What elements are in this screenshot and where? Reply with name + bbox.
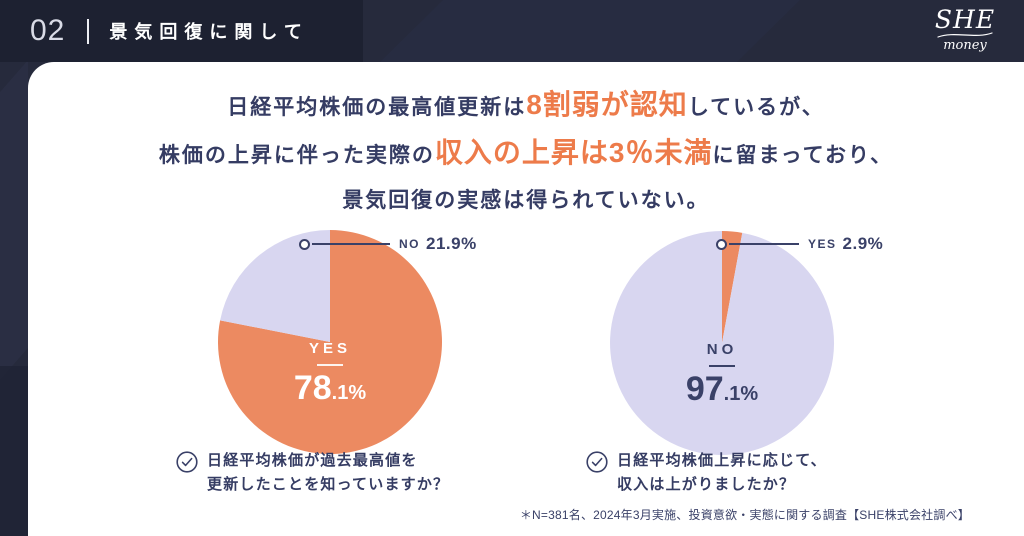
section-title: 景気回復に関して bbox=[109, 22, 309, 42]
headline-text: しているが、 bbox=[687, 96, 825, 119]
background-facet bbox=[380, 0, 800, 62]
pie-chart-awareness: YES 78.1% bbox=[210, 222, 450, 462]
question-text: 日経平均株価が過去最高値を 更新したことを知っていますか？ bbox=[207, 449, 449, 497]
question-line: 収入は上がりましたか？ bbox=[617, 476, 796, 493]
headline-text: に留まっており、 bbox=[712, 144, 894, 167]
headline-text: 株価の上昇に伴った実際の bbox=[158, 144, 435, 167]
headline-line-3: 景気回復の実感は得られていない。 bbox=[28, 178, 1024, 223]
question-line: 日経平均株価上昇に応じて、 bbox=[617, 452, 827, 469]
content-card bbox=[28, 62, 1024, 536]
callout-marker-icon bbox=[299, 238, 310, 250]
callout-label: NO bbox=[399, 237, 420, 251]
logo-script-text: SHE bbox=[934, 5, 996, 34]
pie-center-value: 97.1% bbox=[686, 370, 758, 408]
background-facet bbox=[0, 60, 28, 380]
pie-slice-yes bbox=[722, 231, 743, 343]
background-facet bbox=[0, 366, 28, 536]
logo-sub-text: money bbox=[943, 38, 987, 53]
logo-swash-line bbox=[937, 32, 993, 38]
headline-line-2: 株価の上昇に伴った実際の収入の上昇は3％未満に留まっており、 bbox=[28, 130, 1024, 178]
pie-center-value-rest: .1% bbox=[331, 382, 367, 404]
question-line: 更新したことを知っていますか？ bbox=[207, 476, 450, 493]
pie-center-value-main: 78 bbox=[293, 369, 332, 407]
pie-center-label: YES 78.1% bbox=[210, 340, 450, 410]
section-number: 02 bbox=[30, 14, 66, 47]
callout-yes: YES 2.9% bbox=[716, 234, 884, 253]
headline-emphasis: 8割弱が認知 bbox=[526, 89, 688, 120]
check-circle-icon bbox=[586, 451, 608, 473]
pie-center-answer: YES bbox=[308, 340, 351, 357]
pie-center-value-rest: .1% bbox=[723, 383, 759, 405]
callout-value: 21.9% bbox=[426, 234, 477, 253]
callout-marker-icon bbox=[716, 238, 727, 250]
pie-income-svg bbox=[610, 231, 835, 455]
pie-center-label: NO 97.1% bbox=[602, 341, 842, 411]
section-header: 02 景気回復に関して bbox=[0, 0, 363, 62]
header-divider bbox=[87, 18, 90, 44]
headline-text: 景気回復の実感は得られていない。 bbox=[342, 189, 710, 212]
callout-no: NO 21.9% bbox=[299, 234, 477, 253]
pie-center-rule bbox=[709, 365, 735, 367]
pie-slice-yes bbox=[218, 230, 443, 454]
pie-center-rule bbox=[317, 364, 343, 366]
question-line: 日経平均株価が過去最高値を bbox=[207, 452, 418, 469]
pie-awareness-svg bbox=[218, 230, 443, 454]
question-text: 日経平均株価上昇に応じて、 収入は上がりましたか？ bbox=[617, 449, 827, 497]
check-circle-icon bbox=[176, 451, 198, 473]
survey-footnote: ＊N=381名、2024年3月実施、投資意欲・実態に関する調査【SHE株式会社調… bbox=[519, 508, 970, 522]
headline-emphasis: 収入の上昇は3％未満 bbox=[434, 137, 713, 168]
callout-value: 2.9% bbox=[842, 234, 884, 253]
she-money-logo: SHE money bbox=[930, 5, 1000, 53]
question-income: 日経平均株価上昇に応じて、 収入は上がりましたか？ bbox=[586, 449, 827, 497]
callout-line bbox=[729, 243, 799, 245]
headline: 日経平均株価の最高値更新は8割弱が認知しているが、 株価の上昇に伴った実際の収入… bbox=[28, 82, 1024, 223]
callout-line bbox=[312, 243, 390, 245]
pie-chart-income: NO 97.1% bbox=[602, 223, 842, 463]
headline-text: 日経平均株価の最高値更新は bbox=[227, 96, 527, 119]
pie-slice-no bbox=[610, 231, 835, 455]
pie-center-answer: NO bbox=[706, 341, 738, 358]
pie-center-value-main: 97 bbox=[685, 370, 724, 408]
question-awareness: 日経平均株価が過去最高値を 更新したことを知っていますか？ bbox=[176, 449, 449, 497]
pie-center-value: 78.1% bbox=[294, 369, 366, 407]
callout-label: YES bbox=[808, 237, 837, 251]
pie-slice-no bbox=[220, 230, 330, 342]
headline-line-1: 日経平均株価の最高値更新は8割弱が認知しているが、 bbox=[28, 82, 1024, 130]
